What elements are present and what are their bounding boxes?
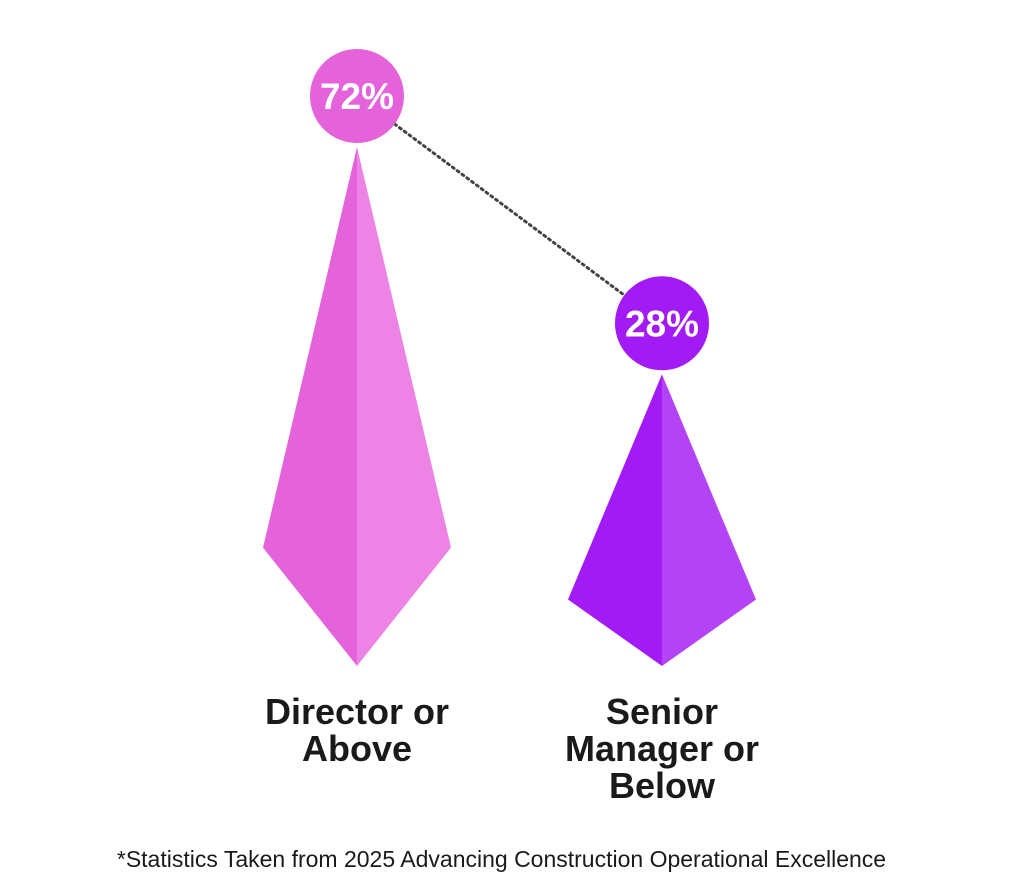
- category-label-director-or-above-line: Above: [302, 728, 412, 769]
- value-bubble-senior-manager-or-below: [615, 276, 709, 371]
- category-label-senior-manager-or-below-line: Below: [609, 765, 716, 806]
- value-label-director-or-above: 72%: [320, 76, 394, 117]
- shape-director-or-above-right-facet: [357, 147, 451, 666]
- shape-senior-manager-or-below-right-facet: [662, 374, 756, 666]
- value-bubble-director-or-above: [310, 49, 404, 143]
- footnote: *Statistics Taken from 2025 Advancing Co…: [116, 846, 887, 872]
- shape-director-or-above: [263, 147, 451, 666]
- value-label-senior-manager-or-below: 28%: [625, 303, 699, 344]
- category-label-senior-manager-or-below-line: Senior: [606, 691, 718, 732]
- shape-director-or-above-left-facet: [263, 147, 357, 666]
- category-label-director-or-above-line: Director or: [265, 691, 449, 732]
- dotted-connector-line: [393, 122, 626, 297]
- shape-senior-manager-or-below-left-facet: [568, 374, 662, 666]
- shape-senior-manager-or-below: [568, 374, 756, 666]
- category-label-senior-manager-or-below-line: Manager or: [565, 728, 759, 769]
